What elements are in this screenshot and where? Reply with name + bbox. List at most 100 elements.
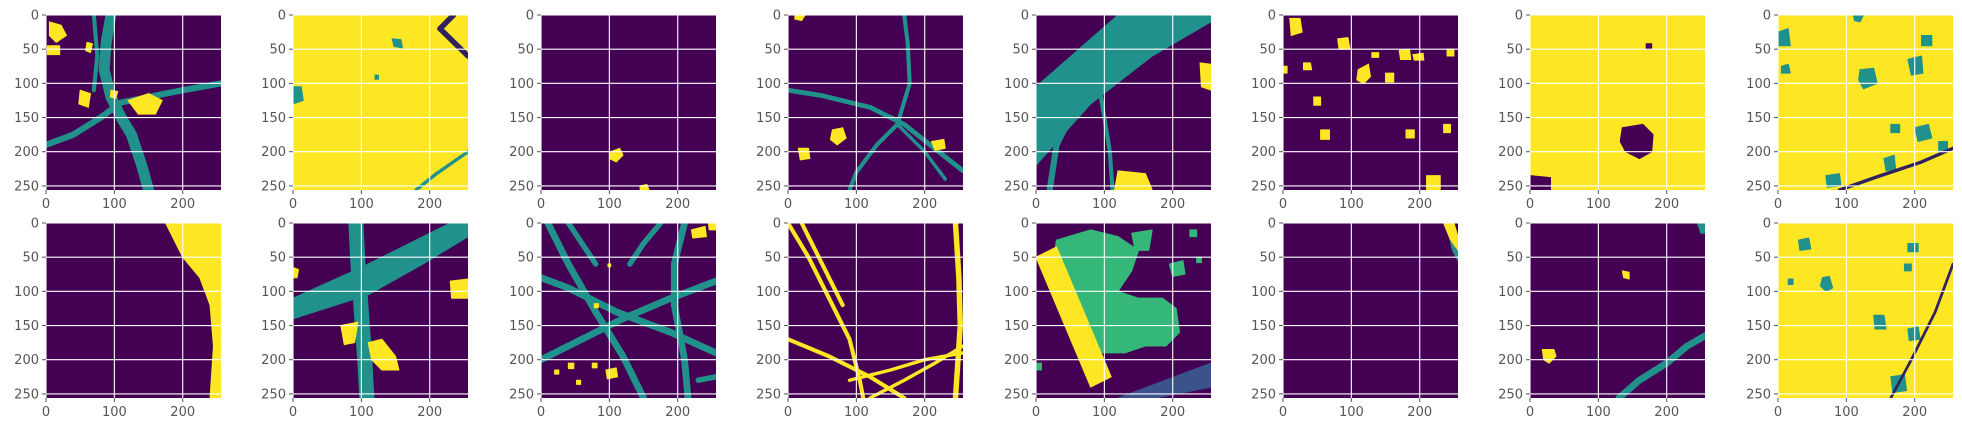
segment-line-8 [1889,262,1953,398]
segment-region-1 [1337,37,1351,50]
y-tick-label: 200 [14,145,39,160]
segment-region-2 [1302,62,1313,71]
x-tick-label: 100 [1339,405,1364,420]
y-tick-label: 0 [31,9,39,24]
y-tick-label: 200 [1746,353,1771,368]
y-tick-label: 250 [1251,387,1276,402]
segment-line-1 [541,277,716,364]
segment-region-13 [576,379,582,385]
y-tick-label: 150 [1004,319,1029,334]
segment-region-8 [1446,48,1455,57]
segment-region-7 [1914,123,1933,142]
y-tick-label: 0 [278,9,286,24]
segment-region-5 [1036,246,1112,388]
x-tick-label: 200 [1654,197,1679,212]
y-tick-label: 150 [756,111,781,126]
y-tick-label: 50 [269,43,286,58]
x-tick-label: 100 [597,405,622,420]
x-tick-label: 200 [1902,197,1927,212]
panel-gridlines [292,14,468,190]
x-tick-label: 100 [1834,405,1859,420]
y-tick-label: 200 [1498,353,1523,368]
y-tick-label: 0 [1021,217,1029,232]
y-tick-label: 50 [764,43,781,58]
y-tick-label: 200 [1004,145,1029,160]
image-panel-r1-c6: 0 100 200 0 50 100 150 200 250 [1498,217,1705,420]
segment-region-3 [1114,170,1153,190]
x-tick-label: 100 [844,197,869,212]
y-tick-label: 0 [1763,9,1771,24]
y-tick-label: 200 [756,145,781,160]
segment-region-1 [1696,223,1705,234]
segment-region-8 [707,223,716,231]
segment-region-2 [1621,270,1630,280]
segment-region-3 [1907,242,1919,253]
y-tick-label: 50 [1259,43,1276,58]
x-tick-label: 100 [1092,405,1117,420]
y-tick-label: 50 [1754,43,1771,58]
y-tick-label: 100 [509,285,534,300]
y-tick-label: 50 [517,43,534,58]
segment-line-5 [414,150,468,190]
panel-gridlines [1529,222,1705,398]
image-panel-r0-c5: 0 100 200 0 50 100 150 200 250 [1251,9,1458,212]
x-tick-label: 0 [784,405,792,420]
y-tick-label: 0 [31,217,39,232]
x-tick-label: 100 [597,197,622,212]
y-tick-label: 150 [1251,111,1276,126]
image-panel-r1-c5: 0 100 200 0 50 100 150 200 250 [1251,217,1458,420]
y-tick-label: 0 [1515,217,1523,232]
segment-line-1 [437,25,468,59]
y-tick-label: 200 [1498,145,1523,160]
segment-line-5 [952,223,963,398]
y-tick-label: 150 [1746,111,1771,126]
y-tick-label: 100 [261,285,286,300]
y-tick-label: 100 [14,285,39,300]
x-tick-label: 200 [1160,197,1185,212]
segment-region-4 [46,45,61,56]
image-panel-r0-c3: 0 100 200 0 50 100 150 200 250 [756,9,963,212]
image-panel-r0-c1: 0 100 200 0 50 100 150 200 250 [261,9,468,212]
x-tick-label: 200 [1160,405,1185,420]
x-tick-label: 100 [102,197,127,212]
y-tick-label: 250 [261,179,286,194]
panel-gridlines [1282,222,1458,398]
y-tick-label: 250 [1746,387,1771,402]
x-tick-label: 200 [1407,405,1432,420]
y-tick-label: 50 [1754,251,1771,266]
y-tick-label: 100 [1251,77,1276,92]
y-tick-label: 100 [756,77,781,92]
y-tick-label: 0 [773,9,781,24]
segment-region-14 [593,303,599,309]
segment-region-2 [1787,278,1794,286]
y-tick-label: 200 [1746,145,1771,160]
segment-region-1 [1131,229,1153,251]
y-tick-label: 150 [509,111,534,126]
segment-line-1 [1046,15,1142,190]
panel-gridlines [1529,14,1705,190]
segment-region-6 [1412,52,1425,61]
segment-region-0 [1797,237,1812,251]
x-tick-label: 0 [42,405,50,420]
segment-line-2 [1095,74,1115,190]
y-tick-label: 50 [1506,251,1523,266]
segment-region-7 [1117,362,1211,398]
segment-region-4 [1371,52,1380,58]
y-tick-label: 100 [261,77,286,92]
panel-background [1283,223,1458,398]
segment-region-6 [1036,362,1042,371]
segment-line-3 [541,274,716,357]
y-tick-label: 250 [1498,387,1523,402]
y-tick-label: 150 [1746,319,1771,334]
y-tick-label: 100 [1746,77,1771,92]
y-tick-label: 50 [764,251,781,266]
segment-line-6 [695,374,716,383]
image-panel-r0-c0: 0 100 200 0 50 100 150 200 250 [14,9,221,212]
x-tick-label: 0 [537,197,545,212]
panel-gridlines [292,222,468,398]
y-tick-label: 250 [1004,179,1029,194]
y-tick-label: 150 [509,319,534,334]
image-panel-r0-c7: 0 100 200 0 50 100 150 200 250 [1746,9,1953,212]
y-tick-label: 50 [1259,251,1276,266]
panel-gridlines [1777,222,1953,398]
